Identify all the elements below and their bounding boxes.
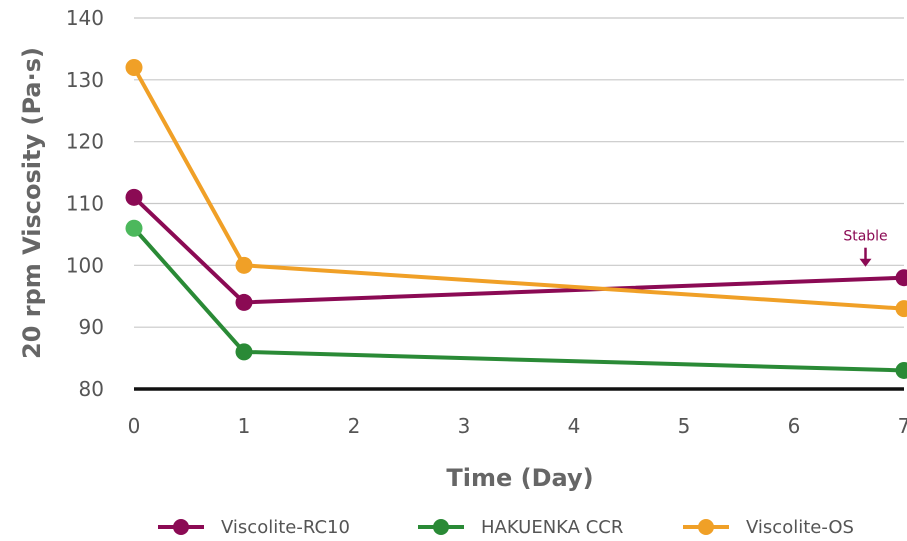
- point-viscolite-rc10-0: [125, 188, 143, 206]
- x-tick-label-3: 3: [458, 414, 471, 438]
- x-tick-label-0: 0: [128, 414, 141, 438]
- series-viscolite-os: [125, 58, 907, 318]
- series-line-viscolite-os: [132, 66, 905, 311]
- y-tick-label-80: 80: [79, 377, 104, 401]
- legend-item-viscolite-os: Viscolite-OS: [683, 517, 854, 538]
- legend: Viscolite-RC10 HAKUENKA CCR Viscolite-OS: [158, 517, 854, 538]
- y-tick-label-90: 90: [79, 315, 104, 339]
- point-viscolite-os-0: [125, 58, 143, 76]
- series-line-viscolite-rc10: [132, 195, 905, 305]
- point-viscolite-os-1: [235, 256, 253, 274]
- y-tick-label-110: 110: [66, 192, 104, 216]
- legend-label-viscolite-os: Viscolite-OS: [746, 517, 854, 538]
- legend-swatch-marker-viscolite-rc10: [173, 519, 189, 535]
- annotation-arrow-head: [859, 258, 872, 267]
- point-viscolite-os-7: [895, 300, 907, 318]
- legend-label-hakuenka-ccr: HAKUENKA CCR: [481, 517, 623, 538]
- x-tick-label-6: 6: [788, 414, 801, 438]
- point-hakuenka-ccr-0: [125, 219, 143, 237]
- x-tick-label-5: 5: [678, 414, 691, 438]
- axes: 80 90 100 110 120 130 140 0 1 2 3 4 5 6 7: [66, 6, 907, 438]
- point-viscolite-rc10-7: [895, 269, 907, 287]
- series-hakuenka-ccr: [125, 219, 907, 379]
- y-axis-title: 20 rpm Viscosity (Pa·s): [18, 47, 46, 359]
- x-tick-label-1: 1: [238, 414, 251, 438]
- point-viscolite-rc10-1: [235, 293, 253, 311]
- x-axis-title: Time (Day): [446, 464, 593, 492]
- x-tick-label-7: 7: [898, 414, 907, 438]
- series-viscolite-rc10: [125, 188, 907, 311]
- legend-item-hakuenka-ccr: HAKUENKA CCR: [418, 517, 623, 538]
- x-tick-label-4: 4: [568, 414, 581, 438]
- point-hakuenka-ccr-7: [895, 361, 907, 379]
- annotations: Stable: [843, 229, 888, 267]
- legend-swatch-marker-hakuenka-ccr: [433, 519, 449, 535]
- legend-swatch-marker-viscolite-os: [698, 519, 714, 535]
- legend-item-viscolite-rc10: Viscolite-RC10: [158, 517, 350, 538]
- y-tick-label-130: 130: [66, 68, 104, 92]
- series-lines: [125, 58, 907, 379]
- y-tick-label-140: 140: [66, 6, 104, 30]
- annotation-stable-label: Stable: [843, 229, 887, 245]
- y-tick-label-120: 120: [66, 130, 104, 154]
- point-hakuenka-ccr-1: [235, 343, 253, 361]
- y-tick-label-100: 100: [66, 253, 104, 277]
- legend-label-viscolite-rc10: Viscolite-RC10: [221, 517, 350, 538]
- x-tick-label-2: 2: [348, 414, 361, 438]
